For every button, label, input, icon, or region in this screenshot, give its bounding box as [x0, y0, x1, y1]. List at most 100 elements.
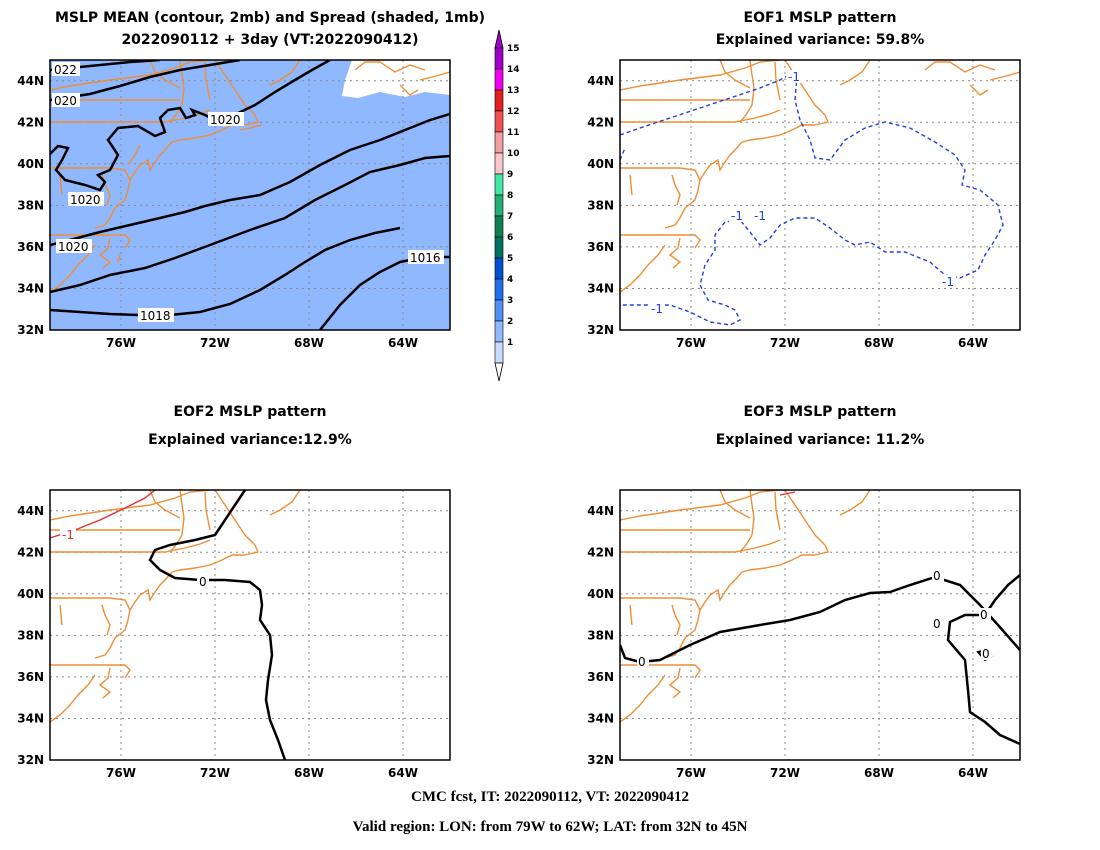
lat-tick-label: 34N — [17, 282, 44, 296]
lon-tick-label: 64W — [388, 336, 418, 350]
lon-tick-label: 76W — [106, 336, 136, 350]
lat-tick-label: 40N — [17, 157, 44, 171]
lon-tick-label: 76W — [676, 336, 706, 350]
lon-tick-label: 76W — [676, 766, 706, 780]
contour-label: 022 — [54, 63, 77, 77]
colorbar-swatch — [494, 131, 504, 154]
panel1-frame — [49, 59, 451, 331]
lat-tick-label: 38N — [587, 628, 614, 642]
contour-label: -1 — [731, 209, 743, 223]
lon-tick-label: 64W — [958, 336, 988, 350]
lon-tick-label: 72W — [770, 336, 800, 350]
contour-label: 1020 — [210, 113, 241, 127]
colorbar-label: 7 — [507, 212, 513, 222]
colorbar-label: 9 — [507, 170, 513, 180]
lon-tick-label: 72W — [770, 766, 800, 780]
panel3-contour-labels: -1 0 — [60, 528, 209, 589]
panel3-coastlines — [50, 490, 301, 723]
lon-tick-label: 68W — [294, 336, 324, 350]
panel2-eof-contours — [620, 73, 1004, 326]
panel2-frame — [619, 59, 1021, 331]
lon-tick-label: 68W — [864, 766, 894, 780]
lat-tick-label: 40N — [587, 587, 614, 601]
lat-tick-label: 44N — [17, 74, 44, 88]
lat-tick-label: 34N — [17, 712, 44, 726]
lat-tick-label: 32N — [587, 753, 614, 767]
lon-tick-label: 72W — [200, 766, 230, 780]
panel3-title-line2: Explained variance:12.9% — [148, 432, 352, 448]
axis-labels: 44N 42N 40N 38N 36N 34N 32N 76W 72W 68W 64W 44N 42N 4… — [17, 74, 988, 780]
contour-label: -1 — [942, 275, 954, 289]
contour-label: 1020 — [58, 240, 89, 254]
panel2-title: EOF1 MSLP pattern Explained variance: 59… — [620, 10, 1020, 48]
contour-label: 0 — [933, 617, 941, 631]
lat-tick-label: 40N — [587, 157, 614, 171]
panel1-low-spread-area — [342, 60, 450, 98]
panel1-title-line1: MSLP MEAN (contour, 2mb) and Spread (sha… — [55, 10, 485, 26]
contour-label: 1020 — [70, 193, 101, 207]
footer-line1: CMC fcst, IT: 2022090112, VT: 2022090412 — [411, 789, 689, 805]
lat-tick-label: 44N — [17, 504, 44, 518]
colorbar-label: 4 — [507, 275, 513, 285]
panel1-title: MSLP MEAN (contour, 2mb) and Spread (sha… — [30, 10, 510, 48]
colorbar-label: 2 — [507, 317, 513, 327]
colorbar-swatch — [494, 236, 504, 259]
colorbar-label: 6 — [507, 233, 513, 243]
panel1-map: 022 020 1020 1020 1020 1016 1018 — [49, 59, 451, 331]
lat-tick-label: 40N — [17, 587, 44, 601]
footer-line2: Valid region: LON: from 79W to 62W; LAT:… — [352, 819, 748, 835]
lat-tick-label: 32N — [587, 323, 614, 337]
colorbar-swatch — [494, 194, 504, 217]
panel2-title-line2: Explained variance: 59.8% — [715, 32, 925, 48]
panel2-contour-labels: -1 -1 -1 -1 -1 — [649, 70, 956, 316]
panel3-title: EOF2 MSLP pattern Explained variance:12.… — [50, 404, 450, 448]
colorbar-swatch — [494, 47, 504, 70]
lon-tick-label: 64W — [388, 766, 418, 780]
colorbar-swatch — [494, 89, 504, 112]
contour-label: 0 — [638, 655, 646, 669]
contour-label: -1 — [754, 209, 766, 223]
colorbar: 15 14 13 12 11 10 9 8 7 6 5 4 3 2 1 — [494, 29, 520, 382]
panel4-frame — [619, 489, 1021, 761]
colorbar-swatch — [494, 257, 504, 280]
lon-tick-label: 72W — [200, 336, 230, 350]
lat-tick-label: 44N — [587, 504, 614, 518]
panel3-map: -1 0 — [49, 489, 451, 761]
panel4-map: 0 0 0 0 0 — [619, 489, 1021, 761]
colorbar-label: 5 — [507, 254, 513, 264]
panel4-coastlines — [620, 490, 871, 723]
panel1-spread-shading — [50, 60, 450, 330]
lat-tick-label: 38N — [17, 628, 44, 642]
colorbar-bottom-arrow — [494, 362, 504, 382]
lat-tick-label: 34N — [587, 282, 614, 296]
lat-tick-label: 42N — [587, 115, 614, 129]
colorbar-label: 14 — [507, 65, 520, 75]
contour-label: -1 — [62, 528, 74, 542]
lat-tick-label: 32N — [17, 323, 44, 337]
colorbar-swatch — [494, 110, 504, 133]
panel1-title-line2: 2022090112 + 3day (VT:2022090412) — [121, 32, 419, 48]
contour-label: -1 — [788, 70, 800, 84]
contour-label: 1018 — [140, 309, 171, 323]
colorbar-label: 13 — [507, 86, 520, 96]
lat-tick-label: 36N — [587, 240, 614, 254]
panel1-grid — [50, 60, 450, 330]
lat-tick-label: 42N — [587, 545, 614, 559]
colorbar-label: 3 — [507, 296, 513, 306]
contour-label: 0 — [982, 647, 990, 661]
lat-tick-label: 38N — [587, 198, 614, 212]
colorbar-top-arrow — [494, 29, 504, 49]
lon-tick-label: 68W — [294, 766, 324, 780]
lat-tick-label: 36N — [17, 240, 44, 254]
panel4-title-line1: EOF3 MSLP pattern — [743, 404, 897, 420]
contour-label: 0 — [980, 608, 988, 622]
colorbar-swatch — [494, 68, 504, 91]
panel1-contour-labels: 022 020 1020 1020 1020 1016 1018 — [52, 62, 444, 323]
panel4-title: EOF3 MSLP pattern Explained variance: 11… — [620, 404, 1020, 448]
contour-label: -1 — [651, 302, 663, 316]
colorbar-label: 10 — [507, 149, 520, 159]
contour-label: 1016 — [410, 251, 441, 265]
colorbar-label: 12 — [507, 107, 520, 117]
lat-tick-label: 32N — [17, 753, 44, 767]
